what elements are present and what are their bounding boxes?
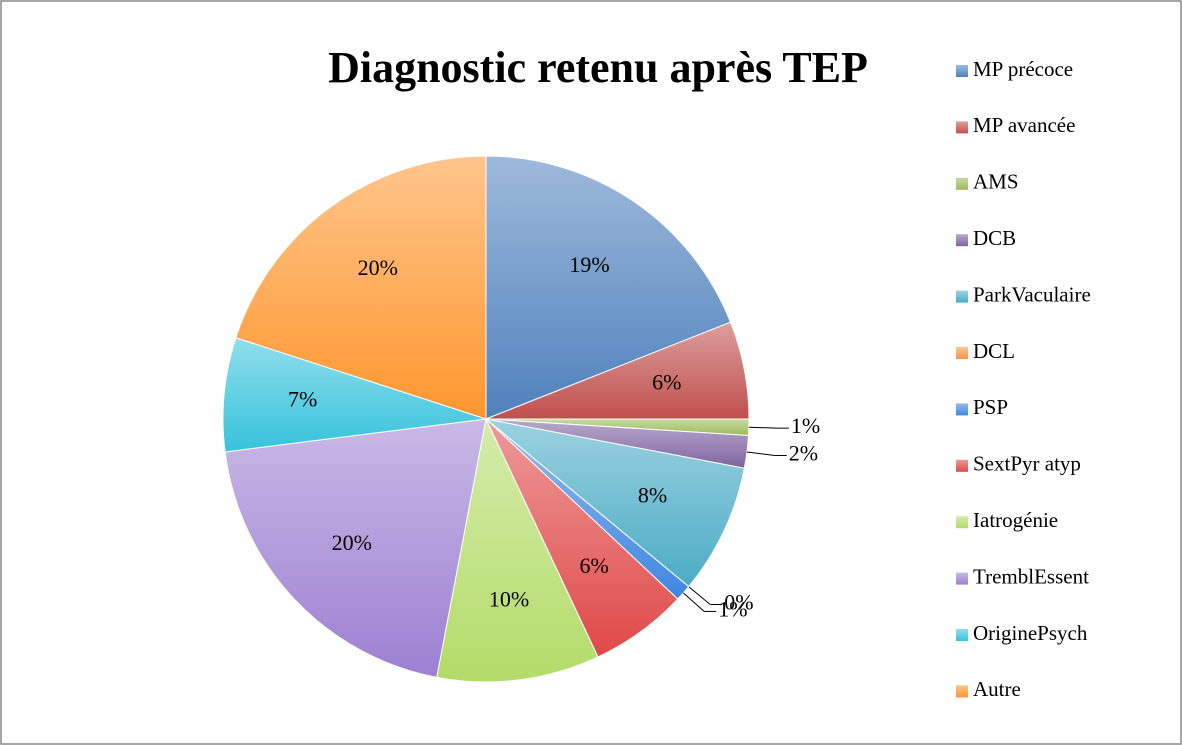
data-label: 1% [791,413,820,438]
legend-swatch [956,629,968,641]
legend-swatch [956,459,968,472]
legend-label: OriginePsych [973,621,1088,645]
legend-label: MP précoce [973,57,1073,81]
legend-swatch [956,516,968,529]
leader-line [682,592,705,612]
legend-label: Iatrogénie [973,508,1058,532]
legend-swatch [956,177,968,190]
legend-label: Autre [973,677,1021,701]
legend-swatch [956,403,968,416]
legend-label: DCL [973,339,1015,363]
legend-label: PSP [973,395,1008,419]
data-label: 20% [332,530,372,555]
legend-label: MP avancée [973,113,1075,137]
data-label: 8% [638,482,667,507]
legend-swatch [956,121,968,134]
legend-label: ParkVaculaire [973,282,1091,306]
legend-label: SextPyr atyp [973,452,1081,476]
pie-slice [485,155,732,420]
leader-line [748,426,777,429]
legend-label: AMS [973,170,1019,194]
data-label: 7% [288,387,317,412]
data-label: 2% [789,441,818,466]
legend-swatch [956,685,968,698]
pie-slice [485,418,745,588]
legend-swatch [956,347,968,359]
legend-swatch [956,65,968,77]
leader-line [688,586,711,605]
pie-slice [436,417,599,683]
data-label: 10% [489,587,529,612]
legend-swatch [956,234,968,247]
pie-slice [222,337,487,453]
data-label: 0% [724,590,753,615]
legend-label: TremblEssent [973,564,1089,588]
data-label: 6% [652,370,681,395]
leader-line [746,451,775,456]
pie-slice [235,155,487,420]
legend-swatch [956,572,968,585]
data-label: 20% [358,255,398,280]
legend-swatch [956,290,968,303]
data-label: 6% [580,553,609,578]
data-label: 19% [569,252,609,277]
data-label: 1% [718,596,747,621]
chart-title: Diagnostic retenu après TEP [328,43,868,92]
legend-label: DCB [973,226,1016,250]
pie-slice [224,418,487,678]
